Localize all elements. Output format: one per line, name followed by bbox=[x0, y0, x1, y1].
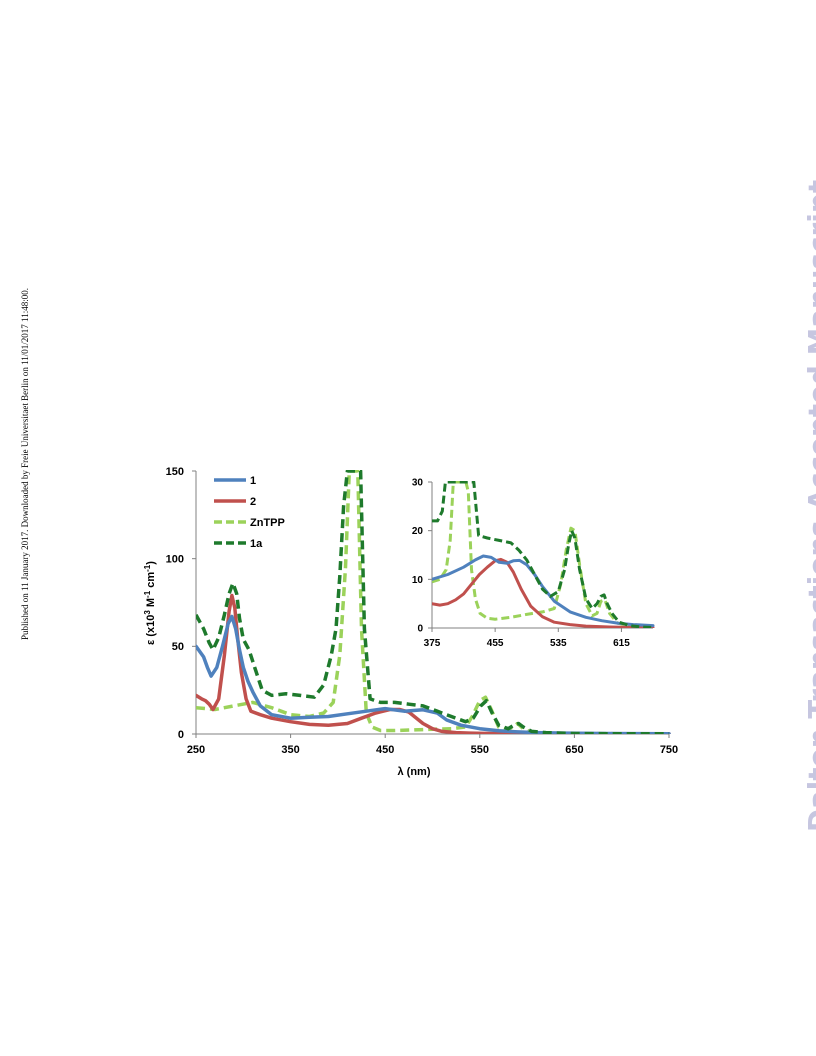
y-axis-title-part: ε (x10 bbox=[145, 615, 157, 645]
y-tick-label: 0 bbox=[417, 624, 423, 635]
legend-label: 1a bbox=[250, 538, 263, 550]
x-tick-label: 615 bbox=[613, 638, 630, 649]
y-tick-label: 30 bbox=[412, 478, 424, 489]
x-tick-label: 375 bbox=[424, 638, 441, 649]
chart-legend: 1 2 ZnTPP 1a bbox=[214, 475, 285, 550]
x-tick-label: 535 bbox=[550, 638, 567, 649]
legend-label: 1 bbox=[250, 475, 256, 487]
inset-chart: 0 10 20 30 375 455 535 615 bbox=[412, 478, 655, 649]
x-tick-label: 750 bbox=[660, 744, 678, 756]
y-axis-title-part: M bbox=[145, 598, 157, 610]
series-line-2 bbox=[432, 557, 655, 628]
legend-item-2: 2 bbox=[214, 496, 256, 508]
y-tick-label: 50 bbox=[172, 641, 184, 653]
legend-item-1a: 1a bbox=[214, 538, 263, 550]
legend-item-zntpp: ZnTPP bbox=[214, 517, 285, 529]
y-axis-title-part: -1 bbox=[143, 564, 152, 572]
x-tick-label: 550 bbox=[471, 744, 489, 756]
plot-area bbox=[196, 470, 671, 734]
series-line-2 bbox=[196, 593, 671, 734]
y-tick-label: 150 bbox=[166, 466, 184, 478]
y-axis-title-part: 3 bbox=[143, 610, 152, 615]
plot-area bbox=[432, 481, 655, 628]
series-line-1 bbox=[432, 554, 655, 628]
y-tick-label: 0 bbox=[178, 729, 184, 741]
x-tick-label: 250 bbox=[187, 744, 205, 756]
y-tick-label: 100 bbox=[166, 554, 184, 566]
legend-label: ZnTPP bbox=[250, 517, 285, 529]
y-tick-label: 10 bbox=[412, 575, 424, 586]
x-tick-label: 350 bbox=[281, 744, 299, 756]
series-line-1 bbox=[196, 614, 671, 734]
y-axis-title: ε (x103 M-1 cm-1) bbox=[143, 561, 157, 645]
y-axis-title-part: -1 bbox=[143, 590, 152, 598]
series-line-zntpp bbox=[432, 481, 654, 628]
series-line-1a bbox=[196, 470, 669, 734]
y-axis-title-part: ) bbox=[145, 561, 157, 565]
x-tick-label: 450 bbox=[376, 744, 394, 756]
y-tick-label: 20 bbox=[412, 526, 424, 537]
x-tick-label: 650 bbox=[565, 744, 583, 756]
legend-item-1: 1 bbox=[214, 475, 256, 487]
x-axis-title: λ (nm) bbox=[398, 766, 431, 778]
legend-label: 2 bbox=[250, 496, 256, 508]
y-axis-title-part: cm bbox=[145, 572, 157, 591]
x-tick-label: 455 bbox=[487, 638, 504, 649]
series-line-1a bbox=[432, 481, 654, 628]
